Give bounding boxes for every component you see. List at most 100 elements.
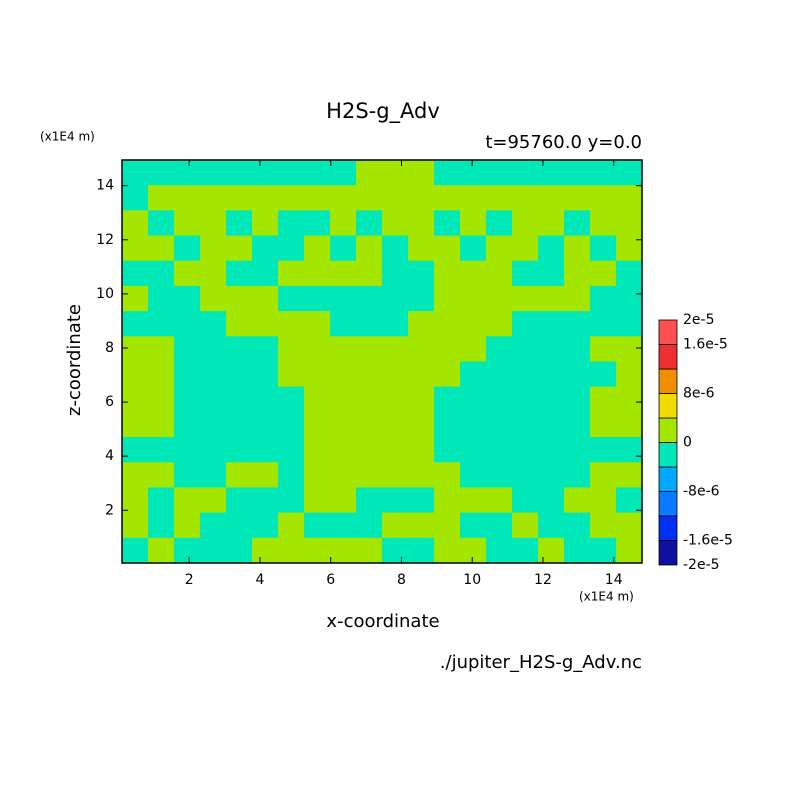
field-cell <box>564 336 591 362</box>
field-cell <box>252 185 279 211</box>
field-cell <box>122 437 149 463</box>
field-cell <box>174 336 201 362</box>
field-cell <box>512 185 539 211</box>
field-cell <box>590 235 617 262</box>
y-axis-label: z-coordinate <box>64 304 85 416</box>
field-cell <box>226 311 253 337</box>
field-cell <box>564 361 591 388</box>
field-cell <box>434 462 461 488</box>
x-tick-label: 14 <box>605 572 623 588</box>
field-cell <box>538 336 565 362</box>
colorbar-label: 0 <box>683 435 692 451</box>
field-cell <box>252 537 279 564</box>
field-cell <box>226 487 253 514</box>
field-cell <box>226 462 253 488</box>
field-cell <box>538 487 565 514</box>
y-tick-label: 4 <box>105 448 114 464</box>
field-cell <box>330 235 357 262</box>
field-cell <box>122 185 149 211</box>
colorbar-label: 2e-5 <box>683 312 714 328</box>
field-cell <box>408 462 435 488</box>
field-cell <box>278 437 305 463</box>
field-cell <box>330 411 357 438</box>
field-cell <box>278 537 305 564</box>
field-cell <box>538 361 565 388</box>
field-cell <box>460 311 487 337</box>
field-cell <box>226 512 253 539</box>
colorbar-box <box>658 515 678 541</box>
field-cell <box>512 487 539 514</box>
x-unit: (x1E4 m) <box>579 590 634 604</box>
field-cell <box>304 311 331 337</box>
colorbar-label: 1.6e-5 <box>683 337 728 353</box>
field-cell <box>538 185 565 211</box>
field-cell <box>278 260 305 287</box>
field-cell <box>304 361 331 388</box>
field-cell <box>408 386 435 413</box>
field-cell <box>356 386 383 413</box>
field-cell <box>200 512 227 539</box>
x-tick-label: 10 <box>463 572 481 588</box>
field-cell <box>278 336 305 362</box>
field-cell <box>590 462 617 488</box>
field-cell <box>382 210 409 237</box>
field-cell <box>174 537 201 564</box>
field-cell <box>460 386 487 413</box>
y-tick-label: 12 <box>96 232 114 248</box>
field-cell <box>460 336 487 362</box>
field-cell <box>408 437 435 463</box>
field-cell <box>330 437 357 463</box>
field-cell <box>590 437 617 463</box>
field-cell <box>356 260 383 287</box>
field-cell <box>304 537 331 564</box>
field-cell <box>382 311 409 337</box>
field-cell <box>382 185 409 211</box>
field-cell <box>382 160 409 186</box>
field-cell <box>330 311 357 337</box>
field-cell <box>278 386 305 413</box>
field-cell <box>564 210 591 237</box>
field-cell <box>148 361 175 388</box>
field-cell <box>252 512 279 539</box>
field-cell <box>538 210 565 237</box>
field-cell <box>122 260 149 287</box>
field-cell <box>122 336 149 362</box>
field-cell <box>616 285 643 312</box>
field-cell <box>434 336 461 362</box>
field-cell <box>512 462 539 488</box>
field-cell <box>486 160 513 186</box>
field-cell <box>148 235 175 262</box>
field-cell <box>382 487 409 514</box>
field-cell <box>408 285 435 312</box>
field-cell <box>278 285 305 312</box>
field-cell <box>148 210 175 237</box>
field-cell <box>148 285 175 312</box>
field-cell <box>616 210 643 237</box>
y-tick-label: 6 <box>105 394 114 410</box>
field-cell <box>200 386 227 413</box>
field-cell <box>174 160 201 186</box>
field-cell <box>382 260 409 287</box>
field-cell <box>330 512 357 539</box>
field-cell <box>512 210 539 237</box>
chart-title: H2S-g_Adv <box>326 99 440 124</box>
field-cell <box>564 311 591 337</box>
field-cell <box>226 336 253 362</box>
field-cell <box>174 235 201 262</box>
colorbar-label: -8e-6 <box>683 484 720 500</box>
field-cell <box>200 285 227 312</box>
field-cell <box>356 512 383 539</box>
field-cell <box>460 512 487 539</box>
field-cell <box>356 487 383 514</box>
field-cell <box>200 437 227 463</box>
field-cell <box>382 462 409 488</box>
field-cell <box>512 411 539 438</box>
field-cell <box>538 462 565 488</box>
field-cell <box>460 411 487 438</box>
field-cell <box>434 210 461 237</box>
field-cell <box>200 210 227 237</box>
field-cell <box>200 462 227 488</box>
field-cell <box>590 185 617 211</box>
field-cell <box>616 537 643 564</box>
field-cell <box>304 512 331 539</box>
